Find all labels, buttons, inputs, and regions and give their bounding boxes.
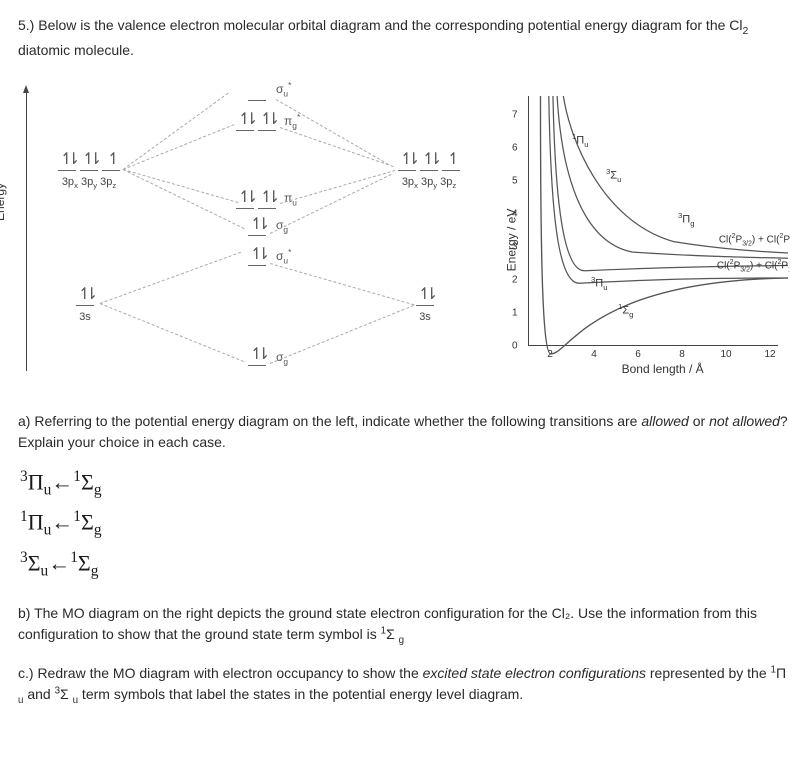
- pe-ytick: 4: [512, 206, 518, 221]
- pe-ytick: 3: [512, 239, 518, 254]
- orbital: [248, 81, 266, 101]
- ao-label: 3px 3py 3pz: [58, 174, 120, 192]
- orbital: [76, 286, 94, 306]
- mo-sigma-g-s: [248, 346, 266, 366]
- orbital: [420, 151, 438, 171]
- left-ao-3p: 3px 3py 3pz: [58, 151, 120, 192]
- mo-sigma-u-s: [248, 246, 266, 266]
- ao-label: 3px 3py 3pz: [398, 174, 460, 192]
- pe-x-label: Bond length / Å: [622, 360, 704, 378]
- state-label-singlet-sigma-g: 1Σg: [618, 301, 633, 320]
- dash-line: [270, 263, 414, 305]
- ao-label: 3s: [416, 309, 434, 326]
- pe-ytick: 7: [512, 107, 518, 122]
- energy-axis-label: Energy: [0, 183, 9, 221]
- pe-diagram: Energy / eV 0 1 2 3 4 5 6 7 2 4 6 8 10 1…: [488, 86, 788, 376]
- dissoc-lower: Cl(2P3/2) + Cl(2P:: [717, 258, 790, 276]
- part-a-text: a) Referring to the potential energy dia…: [18, 411, 792, 453]
- orbital: [248, 246, 266, 266]
- state-label-triplet-sigma-u: 3Σu: [606, 166, 621, 185]
- orbital: [102, 151, 120, 171]
- orbital: [398, 151, 416, 171]
- dash-line: [100, 303, 244, 362]
- part-b-text: b) The MO diagram on the right depicts t…: [18, 603, 792, 648]
- orbital: [80, 151, 98, 171]
- pe-curves-svg: [528, 96, 788, 356]
- mo-sigma-g-p: [248, 216, 266, 236]
- part-c-prefix: c.) Redraw the MO diagram with electron …: [18, 665, 423, 681]
- left-ao-3s: 3s: [76, 286, 94, 326]
- curve-triplet-pi-u: [549, 96, 788, 283]
- pe-ytick: 5: [512, 173, 518, 188]
- mo-diagram: Energy 3px 3py 3pz 3s 3px 3py 3pz: [18, 81, 478, 381]
- mo-label-sigma-u-s: σu*: [276, 246, 291, 267]
- transition-1: 3Πu←1Σg: [20, 465, 792, 502]
- orbital: [248, 346, 266, 366]
- transitions-list: 3Πu←1Σg 1Πu←1Σg 3Σu←1Σg: [20, 465, 792, 583]
- not-allowed-word: not allowed: [709, 413, 780, 429]
- mo-label-sigma-u-star: σu*: [276, 79, 291, 100]
- question-header: 5.) Below is the valence electron molecu…: [18, 15, 792, 61]
- part-c-mid: represented by the: [646, 665, 771, 681]
- dash-line: [280, 127, 394, 167]
- transition-3: 3Σu←1Σg: [20, 546, 792, 583]
- orbital: [58, 151, 76, 171]
- part-c-suffix: term symbols that label the states in th…: [78, 686, 523, 702]
- orbital: [258, 189, 276, 209]
- mo-pi-u: [236, 189, 276, 209]
- state-label-singlet-pi-u: 1Πu: [572, 131, 589, 150]
- pe-ytick: 2: [512, 272, 518, 287]
- orbital: [442, 151, 460, 171]
- orbital: [416, 286, 434, 306]
- dissoc-upper: Cl(2P3/2) + Cl(2P: [719, 232, 790, 250]
- dash-line: [270, 305, 414, 364]
- right-ao-3s: 3s: [416, 286, 434, 326]
- transition-2: 1Πu←1Σg: [20, 505, 792, 542]
- pe-ytick: 0: [512, 338, 518, 353]
- pe-ytick: 1: [512, 305, 518, 320]
- question-header-text: 5.) Below is the valence electron molecu…: [18, 17, 748, 58]
- part-c-text: c.) Redraw the MO diagram with electron …: [18, 663, 792, 708]
- part-b-prefix: b) The MO diagram on the right depicts t…: [18, 605, 757, 642]
- state-label-triplet-pi-g: 3Πg: [678, 210, 695, 229]
- curve-triplet-pi-g: [563, 96, 788, 253]
- dash-line: [280, 169, 396, 203]
- part-c-excited: excited state electron configurations: [423, 665, 646, 681]
- allowed-word: allowed: [641, 413, 688, 429]
- dash-line: [100, 251, 241, 303]
- ao-label: 3s: [76, 309, 94, 326]
- orbital: [248, 216, 266, 236]
- state-label-triplet-pi-u: 3Πu: [591, 274, 608, 293]
- orbital: [236, 111, 254, 131]
- mo-pi-g-star: [236, 111, 276, 131]
- right-ao-3p: 3px 3py 3pz: [398, 151, 460, 192]
- orbital: [258, 111, 276, 131]
- orbital: [236, 189, 254, 209]
- pe-ytick: 6: [512, 140, 518, 155]
- energy-axis-arrow: [26, 91, 27, 371]
- mo-sigma-u-star: [248, 81, 266, 101]
- dash-line: [123, 92, 229, 169]
- dash-line: [123, 124, 235, 170]
- diagrams-row: Energy 3px 3py 3pz 3s 3px 3py 3pz: [18, 81, 792, 381]
